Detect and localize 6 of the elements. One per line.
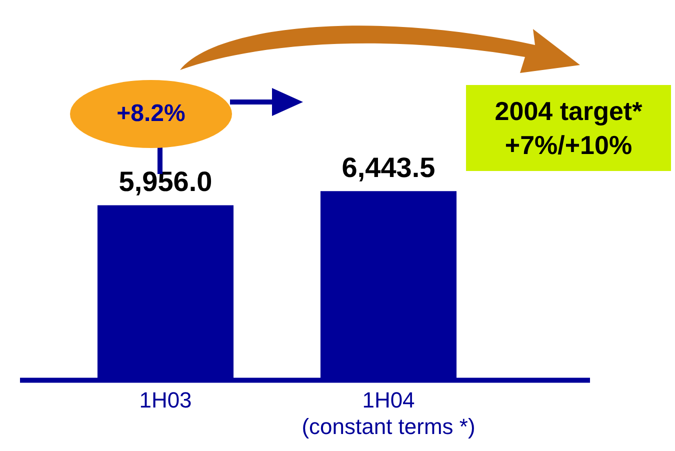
text: 2004 target* +7%/+10% <box>494 95 642 162</box>
data-label: 5,956.0 <box>118 166 212 198</box>
oval-badge: +8.2% <box>70 80 232 148</box>
x-tick-label: 1H03 <box>139 387 192 412</box>
data-label: 6,443.5 <box>342 152 436 183</box>
x-tick-label: 1H04 (constant terms *) <box>302 387 476 439</box>
